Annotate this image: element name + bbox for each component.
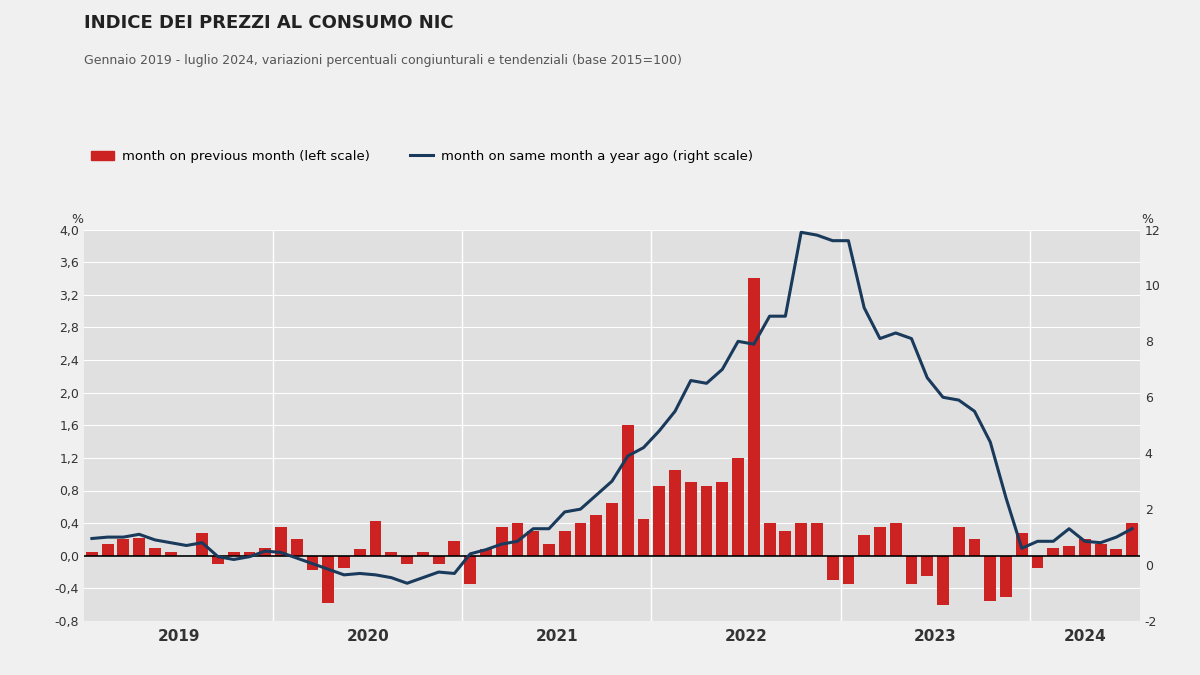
Bar — [701, 487, 713, 556]
Bar — [133, 538, 145, 556]
Bar — [590, 515, 602, 556]
Bar — [370, 522, 382, 556]
Bar — [1127, 523, 1138, 556]
Bar — [763, 523, 775, 556]
Bar — [968, 539, 980, 556]
Bar — [1000, 556, 1012, 597]
Bar — [354, 549, 366, 556]
Bar — [606, 503, 618, 556]
Bar — [527, 531, 539, 556]
Bar — [827, 556, 839, 580]
Bar — [480, 549, 492, 556]
Bar — [842, 556, 854, 585]
Bar — [416, 551, 428, 556]
Bar — [102, 543, 114, 556]
Bar — [780, 531, 791, 556]
Bar — [653, 487, 665, 556]
Bar — [338, 556, 350, 568]
Bar — [670, 470, 680, 556]
Bar — [401, 556, 413, 564]
Bar — [164, 551, 176, 556]
Bar — [937, 556, 949, 605]
Bar — [1094, 543, 1106, 556]
Legend: month on previous month (left scale), month on same month a year ago (right scal: month on previous month (left scale), mo… — [90, 150, 754, 163]
Bar — [1032, 556, 1044, 568]
Bar — [622, 425, 634, 556]
Bar — [1048, 547, 1060, 556]
Bar — [259, 547, 271, 556]
Bar — [953, 527, 965, 556]
Text: %: % — [1141, 213, 1153, 225]
Bar — [748, 279, 760, 556]
Bar — [575, 523, 587, 556]
Bar — [544, 543, 554, 556]
Bar — [307, 556, 318, 570]
Bar — [1063, 546, 1075, 556]
Bar — [228, 551, 240, 556]
Text: INDICE DEI PREZZI AL CONSUMO NIC: INDICE DEI PREZZI AL CONSUMO NIC — [84, 14, 454, 32]
Bar — [811, 523, 823, 556]
Bar — [118, 539, 130, 556]
Bar — [290, 539, 302, 556]
Bar — [906, 556, 917, 585]
Text: Gennaio 2019 - luglio 2024, variazioni percentuali congiunturali e tendenziali (: Gennaio 2019 - luglio 2024, variazioni p… — [84, 54, 682, 67]
Bar — [496, 527, 508, 556]
Bar — [464, 556, 476, 585]
Bar — [858, 535, 870, 556]
Bar — [889, 523, 901, 556]
Bar — [433, 556, 444, 564]
Bar — [385, 551, 397, 556]
Bar — [86, 551, 97, 556]
Bar — [716, 483, 728, 556]
Bar — [732, 458, 744, 556]
Bar — [1110, 549, 1122, 556]
Bar — [559, 531, 571, 556]
Bar — [275, 527, 287, 556]
Bar — [511, 523, 523, 556]
Bar — [323, 556, 335, 603]
Text: %: % — [71, 213, 83, 225]
Bar — [449, 541, 461, 556]
Bar — [1016, 533, 1027, 556]
Bar — [1079, 539, 1091, 556]
Bar — [197, 533, 208, 556]
Bar — [244, 551, 256, 556]
Bar — [922, 556, 934, 576]
Bar — [149, 547, 161, 556]
Bar — [212, 556, 224, 564]
Bar — [874, 527, 886, 556]
Bar — [685, 483, 697, 556]
Bar — [984, 556, 996, 601]
Bar — [796, 523, 808, 556]
Bar — [637, 519, 649, 556]
